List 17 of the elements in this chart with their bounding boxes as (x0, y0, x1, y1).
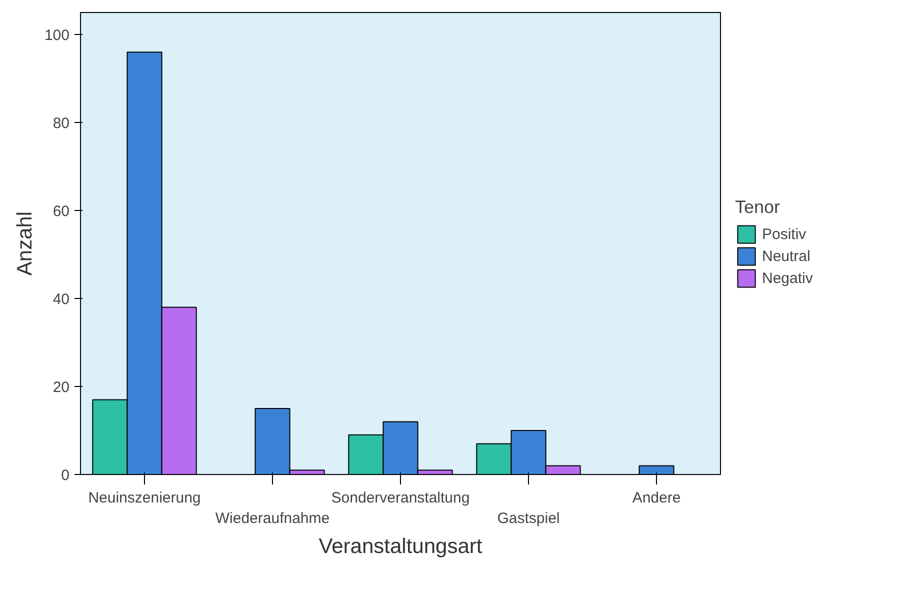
x-tick-label: Gastspiel (497, 510, 560, 527)
y-tick-label: 60 (52, 203, 70, 220)
x-tick-label: Sonderveranstaltung (331, 490, 470, 506)
legend-label: Positiv (762, 226, 806, 242)
y-tick-label: 80 (52, 115, 70, 132)
legend-label: Negativ (762, 270, 813, 286)
y-tick-label: 20 (52, 379, 70, 396)
y-tick-label: 100 (44, 27, 70, 44)
y-axis-title: Anzahl (13, 211, 36, 276)
x-tick-label: Neuinszenierung (88, 490, 201, 506)
x-tick-label: Wiederaufnahme (215, 510, 330, 527)
legend-label: Neutral (762, 248, 810, 264)
y-tick-label: 0 (61, 467, 70, 484)
x-tick-label: Andere (632, 490, 681, 506)
y-tick-label: 40 (52, 291, 70, 308)
x-axis-title: Veranstaltungsart (318, 534, 482, 558)
legend-title: Tenor (735, 197, 782, 218)
